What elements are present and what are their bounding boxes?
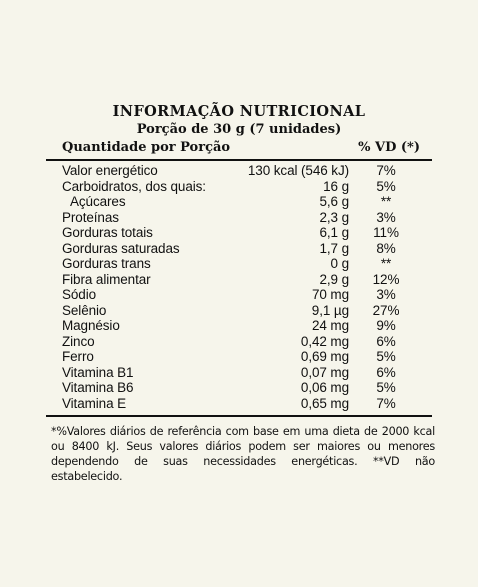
table-row: Gorduras trans 0 g ** — [46, 256, 432, 272]
nutrient-name: Gorduras saturadas — [62, 240, 180, 256]
table-row: Fibra alimentar 2,9 g 12% — [46, 272, 432, 288]
nutrient-name: Carboidratos, dos quais: — [62, 178, 206, 194]
nutrient-name: Fibra alimentar — [62, 271, 151, 287]
table-row: Gorduras saturadas 1,7 g 8% — [46, 241, 432, 257]
nutrient-name: Magnésio — [62, 318, 120, 333]
nutrient-name: Sódio — [62, 287, 97, 302]
nutrient-daily-value: 7% — [376, 395, 396, 411]
footnote-text: *%Valores diários de referência com base… — [51, 425, 435, 483]
header-daily-value: % VD (*) — [358, 140, 420, 155]
nutrient-name: Zinco — [62, 333, 95, 349]
table-row: Magnésio 24 mg 9% — [46, 318, 432, 334]
nutrient-daily-value: 3% — [376, 209, 396, 225]
table-row: Valor energético 130 kcal (546 kJ) 7% — [46, 163, 432, 179]
footer-divider — [46, 415, 432, 417]
table-row: Zinco 0,42 mg 6% — [46, 334, 432, 350]
nutrient-quantity: 16 g — [323, 178, 349, 194]
nutrient-quantity: 0 g — [330, 256, 350, 271]
nutrient-name: Vitamina B1 — [62, 364, 134, 380]
nutrient-daily-value: 8% — [376, 240, 396, 256]
table-row: Açúcares 5,6 g ** — [46, 194, 432, 210]
nutrient-name: Açúcares — [70, 194, 126, 209]
nutrient-daily-value: 27% — [372, 302, 400, 318]
nutrient-quantity: 2,9 g — [319, 271, 349, 287]
nutrient-name: Gorduras totais — [62, 225, 153, 240]
nutrient-daily-value: 6% — [376, 364, 396, 380]
nutrition-facts-panel: INFORMAÇÃO NUTRICIONAL Porção de 30 g (7… — [46, 103, 435, 484]
nutrient-daily-value: 5% — [376, 380, 396, 395]
table-row: Vitamina B6 0,06 mg 5% — [46, 380, 432, 396]
nutrient-quantity: 24 mg — [311, 318, 349, 333]
table-row: Selênio 9,1 µg 27% — [46, 303, 432, 319]
table-row: Ferro 0,69 mg 5% — [46, 349, 432, 365]
nutrient-name: Selênio — [62, 302, 107, 318]
nutrient-name: Vitamina B6 — [62, 380, 134, 395]
nutrient-quantity: 9,1 µg — [311, 302, 349, 318]
nutrient-daily-value: 7% — [376, 163, 396, 178]
table-header: Quantidade por Porção % VD (*) — [46, 140, 432, 156]
nutrient-quantity: 70 mg — [311, 287, 349, 302]
nutrient-quantity: 0,69 mg — [300, 349, 349, 364]
nutrient-quantity: 6,1 g — [319, 225, 349, 240]
nutrient-table: Valor energético 130 kcal (546 kJ) 7% Ca… — [46, 163, 432, 411]
nutrient-quantity: 0,65 mg — [300, 395, 349, 411]
serving-size: Porção de 30 g (7 unidades) — [136, 122, 342, 137]
nutrient-daily-value: 6% — [376, 333, 396, 349]
nutrient-daily-value: 3% — [376, 287, 396, 302]
nutrient-daily-value: ** — [380, 256, 392, 271]
nutrient-name: Valor energético — [62, 163, 158, 178]
table-row: Proteínas 2,3 g 3% — [46, 210, 432, 226]
nutrient-daily-value: 11% — [373, 225, 399, 240]
nutrient-quantity: 130 kcal (546 kJ) — [247, 163, 349, 178]
nutrient-name: Gorduras trans — [62, 256, 151, 271]
nutrient-daily-value: 9% — [376, 318, 396, 333]
nutrient-daily-value: 5% — [376, 349, 396, 364]
table-row: Carboidratos, dos quais: 16 g 5% — [46, 179, 432, 195]
nutrient-daily-value: 12% — [372, 271, 400, 287]
header-quantity: Quantidade por Porção — [62, 140, 231, 155]
table-row: Vitamina B1 0,07 mg 6% — [46, 365, 432, 381]
table-row: Gorduras totais 6,1 g 11% — [46, 225, 432, 241]
nutrient-quantity: 0,07 mg — [300, 364, 349, 380]
nutrient-quantity: 5,6 g — [319, 194, 349, 209]
nutrient-daily-value: ** — [380, 194, 392, 209]
nutrient-quantity: 0,06 mg — [300, 380, 349, 395]
nutrient-quantity: 1,7 g — [319, 240, 349, 256]
label-title: INFORMAÇÃO NUTRICIONAL — [112, 103, 366, 120]
nutrient-quantity: 0,42 mg — [300, 333, 349, 349]
nutrient-name: Vitamina E — [62, 395, 127, 411]
table-row: Sódio 70 mg 3% — [46, 287, 432, 303]
header-divider — [46, 159, 432, 161]
nutrient-name: Ferro — [62, 349, 94, 364]
nutrient-name: Proteínas — [62, 209, 119, 225]
table-row: Vitamina E 0,65 mg 7% — [46, 396, 432, 412]
nutrient-daily-value: 5% — [376, 178, 396, 194]
nutrient-quantity: 2,3 g — [319, 209, 349, 225]
